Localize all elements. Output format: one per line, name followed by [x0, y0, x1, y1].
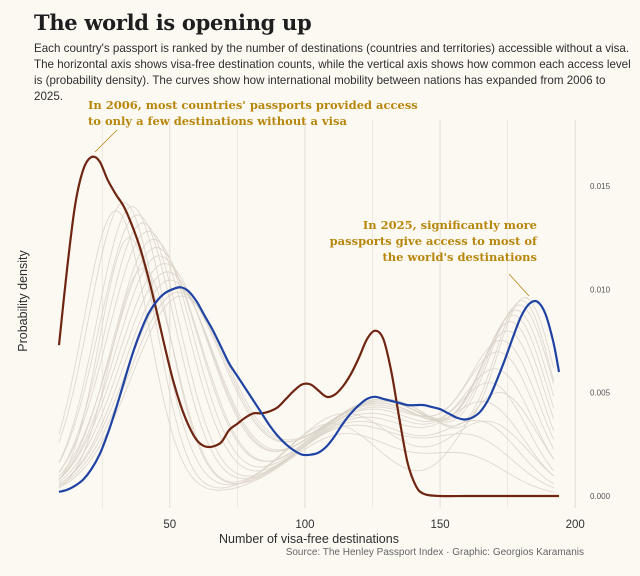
- y-tick-label: 0.010: [590, 285, 611, 294]
- y-tick-label: 0.000: [590, 492, 611, 501]
- source-caption: Source: The Henley Passport Index · Grap…: [285, 547, 584, 558]
- year-curve: [58, 279, 555, 485]
- annotation-2006: In 2006, most countries' passports provi…: [88, 98, 418, 112]
- x-tick-label: 100: [295, 519, 314, 531]
- y-axis-ticks: 0.000 0.005 0.010 0.015: [590, 182, 611, 501]
- x-tick-label: 200: [566, 519, 585, 531]
- year-curve: [58, 238, 555, 480]
- annotation-2025: In 2025, significantly more: [363, 218, 537, 232]
- year-curve: [58, 268, 554, 489]
- series-line-2025: [58, 286, 561, 493]
- chart-subtitle: Each country's passport is ranked by the…: [34, 42, 631, 103]
- chart-title: The world is opening up: [34, 10, 312, 35]
- year-curve: [58, 237, 554, 489]
- y-tick-label: 0.005: [590, 389, 611, 398]
- highlighted-curves: [57, 155, 561, 498]
- x-axis-label: Number of visa-free destinations: [219, 532, 399, 546]
- year-curve: [58, 210, 554, 493]
- x-tick-label: 150: [430, 519, 449, 531]
- year-curve: [58, 247, 555, 477]
- annotation-2025-leader: [508, 273, 530, 297]
- other-years-curves: [58, 202, 555, 493]
- x-axis-ticks: 50 100 150 200: [163, 519, 584, 531]
- annotation-2025: the world's destinations: [382, 250, 537, 264]
- y-axis-label: Probability density: [16, 250, 30, 352]
- year-curve: [58, 291, 555, 487]
- annotation-2006-leader: [94, 129, 118, 153]
- y-tick-label: 0.015: [590, 182, 611, 191]
- annotation-2025: passports give access to most of: [330, 234, 538, 248]
- annotation-2006: to only a few destinations without a vis…: [88, 114, 347, 128]
- annotations: In 2006, most countries' passports provi…: [88, 98, 538, 297]
- x-tick-label: 50: [163, 519, 176, 531]
